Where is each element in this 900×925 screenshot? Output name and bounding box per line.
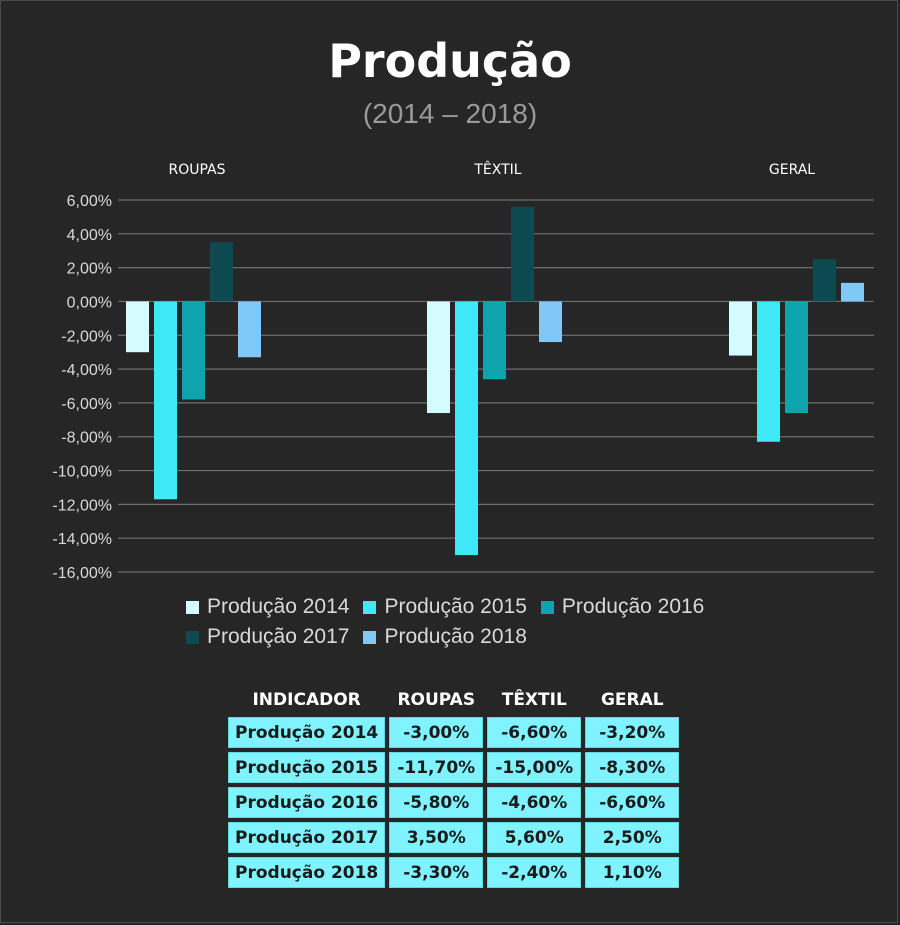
table-header-roupas: ROUPAS <box>397 690 476 710</box>
legend-label-2016: Produção 2016 <box>561 595 705 618</box>
bar <box>427 301 450 414</box>
table-cell: -6,60% <box>487 717 582 748</box>
table-header-row: INDICADOR ROUPAS TÊXTIL GERAL <box>228 687 679 713</box>
table-row-label: Produção 2017 <box>228 822 386 853</box>
y-tick-label: 6,00% <box>67 193 112 210</box>
table-row-label: Produção 2018 <box>228 857 386 888</box>
table-row: Produção 2018 -3,30% -2,40% 1,10% <box>228 857 680 888</box>
legend-item-2018: Produção 2018 <box>363 625 527 649</box>
table-row: Produção 2017 3,50% 5,60% 2,50% <box>228 822 680 853</box>
bar <box>511 206 534 302</box>
table-row-label: Produção 2015 <box>228 752 386 783</box>
table-row: Produção 2015 -11,70% -15,00% -8,30% <box>228 752 680 783</box>
y-tick-label: -4,00% <box>61 362 112 379</box>
legend-swatch-2015 <box>363 600 377 614</box>
legend-label-2014: Produção 2014 <box>207 595 350 618</box>
table-cell: 5,60% <box>487 822 582 853</box>
legend-label-2018: Produção 2018 <box>384 625 527 648</box>
table-header-textil: TÊXTIL <box>501 690 567 710</box>
chart-legend: Produção 2014 Produção 2015 Produção 201… <box>186 592 766 652</box>
legend-item-2014: Produção 2014 <box>186 595 349 619</box>
table-cell: -4,60% <box>487 787 582 818</box>
table-cell: -2,40% <box>487 857 582 888</box>
bar <box>126 301 149 353</box>
bar <box>757 301 780 442</box>
y-tick-label: -16,00% <box>52 565 112 580</box>
legend-swatch-2017 <box>186 630 199 644</box>
legend-item-2016: Produção 2016 <box>540 595 705 619</box>
data-table: INDICADOR ROUPAS TÊXTIL GERAL Produção 2… <box>224 683 683 892</box>
y-tick-label: -14,00% <box>52 531 112 548</box>
table-row-label: Produção 2016 <box>228 787 386 818</box>
table-row: Produção 2016 -5,80% -4,60% -6,60% <box>228 787 680 818</box>
legend-swatch-2014 <box>186 600 199 614</box>
bar <box>154 301 177 500</box>
chart-subtitle: (2014 – 2018) <box>362 98 538 129</box>
table-cell: -3,00% <box>389 717 484 748</box>
table-cell: -3,20% <box>585 717 680 748</box>
legend-item-2017: Produção 2017 <box>186 625 349 649</box>
legend-label-2017: Produção 2017 <box>207 625 350 648</box>
y-tick-label: -8,00% <box>61 430 112 447</box>
category-label: GERAL <box>769 162 815 178</box>
bar <box>238 301 261 358</box>
bar <box>455 301 478 556</box>
table-cell: -15,00% <box>487 752 582 783</box>
table-cell: -6,60% <box>585 787 680 818</box>
bar <box>210 242 233 302</box>
table-cell: 2,50% <box>585 822 680 853</box>
legend-swatch-2018 <box>363 630 377 644</box>
table-header-indicador: INDICADOR <box>252 690 361 710</box>
bar <box>785 301 808 414</box>
y-tick-label: -12,00% <box>52 497 112 514</box>
chart-title: Produção <box>328 34 572 88</box>
y-tick-label: 0,00% <box>67 294 112 311</box>
table-cell: 3,50% <box>389 822 484 853</box>
legend-row-2: Produção 2017 Produção 2018 <box>186 622 766 652</box>
table-cell: -3,30% <box>389 857 484 888</box>
legend-label-2015: Produção 2015 <box>384 595 527 618</box>
y-tick-label: 2,00% <box>67 261 112 278</box>
bar <box>182 301 205 400</box>
bar <box>841 282 864 302</box>
table-row-label: Produção 2014 <box>228 717 386 748</box>
table-cell: -11,70% <box>389 752 484 783</box>
table-cell: -5,80% <box>389 787 484 818</box>
bar <box>483 301 506 380</box>
bar <box>729 301 752 356</box>
category-label: TÊXTIL <box>473 160 521 178</box>
bar <box>539 301 562 343</box>
bar-chart: 6,00% 4,00% 2,00% 0,00% -2,00% -4,00% -6,00% -8… <box>52 160 874 580</box>
legend-row-1: Produção 2014 Produção 2015 Produção 201… <box>186 592 766 622</box>
table-header-geral: GERAL <box>600 690 664 710</box>
legend-item-2015: Produção 2015 <box>363 595 527 619</box>
table-row: Produção 2014 -3,00% -6,60% -3,20% <box>228 717 680 748</box>
table-cell: 1,10% <box>585 857 680 888</box>
table-cell: -8,30% <box>585 752 680 783</box>
y-tick-label: -10,00% <box>52 464 112 481</box>
bar <box>813 259 836 302</box>
y-tick-label: -6,00% <box>61 396 112 413</box>
y-tick-label: -2,00% <box>61 328 112 345</box>
category-label: ROUPAS <box>168 162 225 178</box>
y-tick-label: 4,00% <box>67 227 112 244</box>
legend-swatch-2016 <box>540 600 554 614</box>
